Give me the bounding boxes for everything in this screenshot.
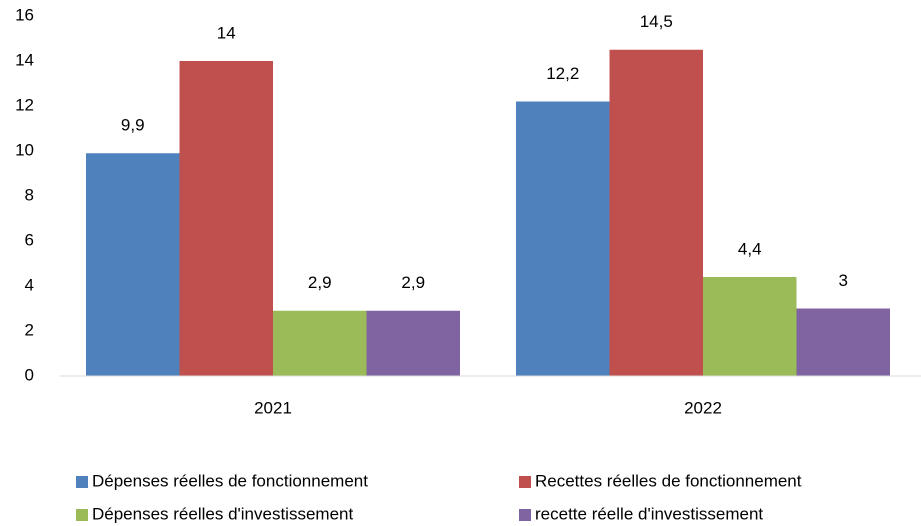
x-tick-label: 2022 — [684, 398, 722, 417]
data-label: 2,9 — [401, 273, 425, 292]
bar — [609, 49, 703, 376]
x-tick-label: 2021 — [254, 398, 292, 417]
data-label: 14 — [217, 23, 236, 42]
y-tick-label: 12 — [15, 95, 34, 114]
legend-label: Recettes réelles de fonctionnement — [535, 471, 802, 490]
data-label: 4,4 — [738, 239, 762, 258]
bar — [366, 310, 460, 376]
y-tick-label: 16 — [15, 5, 34, 24]
data-label: 12,2 — [546, 64, 579, 83]
bar — [273, 310, 367, 376]
bar — [703, 277, 797, 376]
y-tick-label: 14 — [15, 50, 34, 69]
bar — [86, 153, 180, 376]
legend-swatch — [76, 509, 88, 521]
data-label: 2,9 — [308, 273, 332, 292]
legend-label: Dépenses réelles de fonctionnement — [92, 471, 368, 490]
y-tick-label: 4 — [25, 275, 34, 294]
y-tick-label: 10 — [15, 140, 34, 159]
bar — [179, 61, 273, 376]
legend-swatch — [76, 476, 88, 488]
data-label: 3 — [839, 271, 848, 290]
legend-label: recette réelle d'investissement — [535, 504, 763, 523]
data-label: 9,9 — [121, 116, 145, 135]
y-tick-label: 6 — [25, 230, 34, 249]
bar — [796, 308, 890, 376]
legend-swatch — [519, 476, 531, 488]
data-label: 14,5 — [640, 12, 673, 31]
y-tick-label: 8 — [25, 185, 34, 204]
bar — [516, 101, 610, 376]
legend-swatch — [519, 509, 531, 521]
legend-label: Dépenses réelles d'investissement — [92, 504, 353, 523]
y-tick-label: 0 — [25, 365, 34, 384]
y-tick-label: 2 — [25, 320, 34, 339]
